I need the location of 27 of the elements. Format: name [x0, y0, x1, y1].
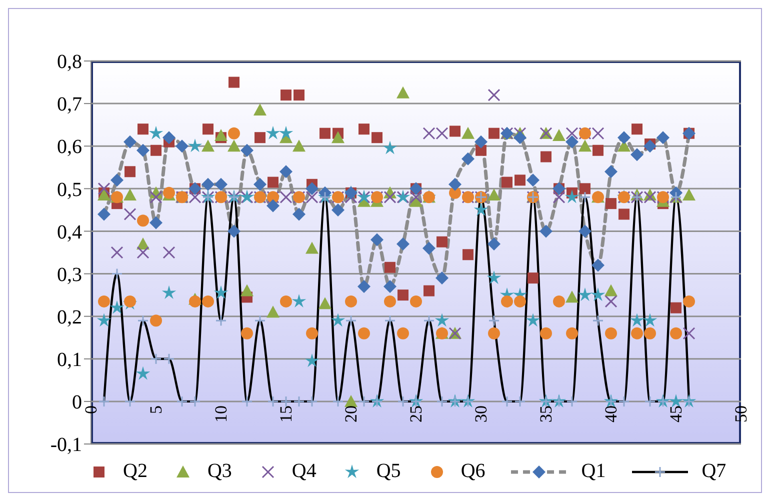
y-tick-label: 0,4 [57, 221, 82, 244]
x-tick-label: 5 [146, 405, 166, 414]
x-tick-label: 15 [276, 405, 296, 422]
legend-label: Q5 [376, 460, 401, 483]
y-tick-label: 0,1 [57, 348, 82, 371]
x-tick-label: 25 [406, 405, 426, 422]
y-tick-label: 0,7 [57, 94, 82, 116]
x-tick-label: 45 [666, 405, 686, 422]
x-tick-label: 10 [212, 405, 230, 422]
y-tick-label: 0,3 [57, 264, 82, 286]
y-tick-label: 0,8 [57, 51, 82, 74]
legend-label: Q3 [207, 460, 232, 483]
x-tick-label: 30 [472, 405, 490, 422]
legend-label: Q7 [702, 460, 726, 483]
y-tick-label: 0,6 [57, 136, 82, 158]
y-tick-label: 0,5 [57, 178, 82, 201]
legend-label: Q2 [123, 460, 148, 483]
x-tick-label: 50 [732, 405, 750, 422]
x-tick-label: 20 [342, 405, 360, 422]
legend-label: Q6 [460, 460, 486, 483]
x-tick-label: 40 [602, 405, 620, 422]
x-tick-label: 0 [82, 405, 100, 414]
legend-label: Q4 [292, 460, 316, 483]
y-tick-label: -0,1 [50, 434, 82, 456]
y-tick-label: 0,2 [57, 306, 82, 328]
x-tick-label: 35 [536, 405, 556, 422]
legend-label: Q1 [581, 460, 606, 483]
